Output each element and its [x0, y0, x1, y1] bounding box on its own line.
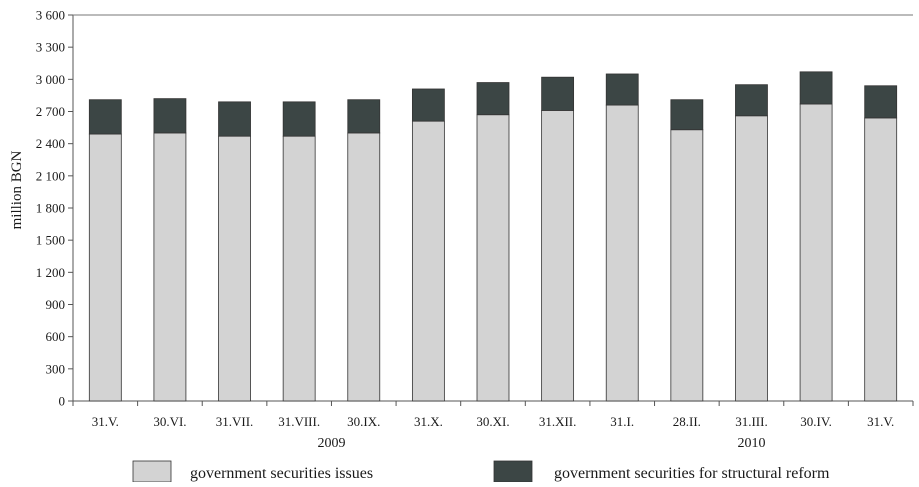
bar-securities-issues: [735, 115, 768, 402]
bar-securities-issues: [670, 129, 704, 402]
year-label: 2009: [317, 436, 345, 451]
x-tick-label: 30.VI.: [153, 414, 186, 429]
legend-label-securities-issues: government securities issues: [190, 465, 373, 482]
x-tick-label: 31.XII.: [539, 414, 577, 429]
y-tick-label: 1 800: [36, 201, 65, 216]
y-tick-label: 2 400: [36, 136, 65, 151]
x-tick-label: 30.XI.: [476, 414, 509, 429]
y-tick-label: 1 500: [36, 233, 65, 248]
bar-structural-reform: [88, 99, 122, 135]
bar-structural-reform: [347, 99, 381, 134]
bar-structural-reform: [476, 82, 510, 116]
y-ticks: 0 300 600 900 1 200 1 500 1 800 2 100 2 400 2 700…: [36, 8, 73, 409]
bar-structural-reform: [541, 76, 575, 111]
x-tick-label: 30.IX.: [347, 414, 380, 429]
bar-securities-issues: [347, 132, 381, 402]
x-tick-label: 31.V.: [867, 414, 894, 429]
y-tick-label: 3 000: [36, 72, 65, 87]
x-tick-label: 31.III.: [735, 414, 768, 429]
y-tick-label: 2 700: [36, 104, 65, 119]
bar-structural-reform: [799, 71, 833, 105]
bar-structural-reform: [153, 98, 187, 134]
bar-securities-issues: [218, 135, 251, 402]
x-tick-label: 31.X.: [414, 414, 443, 429]
y-tick-label: 3 300: [36, 40, 65, 55]
bar-structural-reform: [282, 101, 316, 137]
x-tick-label: 31.VII.: [216, 414, 254, 429]
year-labels: 2009 2010: [317, 436, 765, 451]
y-tick-label: 600: [46, 329, 66, 344]
y-tick-label: 300: [46, 361, 66, 376]
bar-securities-issues: [88, 133, 122, 402]
x-tick-label: 31.V.: [92, 414, 119, 429]
x-ticks: 31.V. 30.VI. 31.VII. 31.VIII. 30.IX. 31.X. 30.…: [72, 401, 914, 429]
legend: government securities issues government s…: [132, 460, 830, 483]
x-tick-label: 31.I.: [610, 414, 634, 429]
bar-securities-issues: [799, 103, 833, 402]
legend-swatch-structural-reform: [493, 460, 533, 483]
bar-securities-issues: [541, 110, 575, 402]
year-label: 2010: [737, 436, 765, 451]
y-tick-label: 1 200: [36, 265, 65, 280]
legend-label-structural-reform: government securities for structural ref…: [554, 465, 830, 482]
bar-securities-issues: [864, 117, 898, 402]
bar-structural-reform: [218, 101, 251, 137]
x-tick-label: 31.VIII.: [278, 414, 320, 429]
y-axis-title: million BGN: [9, 150, 25, 229]
y-tick-label: 2 100: [36, 168, 65, 183]
x-tick-label: 30.IV.: [800, 414, 832, 429]
bar-securities-issues: [605, 104, 639, 402]
x-tick-label: 28.II.: [673, 414, 701, 429]
y-tick-label: 3 600: [36, 8, 65, 23]
bar-securities-issues: [153, 132, 187, 402]
bar-structural-reform: [605, 73, 639, 106]
y-tick-label: 900: [46, 297, 66, 312]
bar-structural-reform: [864, 85, 898, 119]
bars: [88, 71, 898, 402]
bar-securities-issues: [476, 114, 510, 402]
bar-structural-reform: [735, 84, 768, 117]
bar-structural-reform: [411, 88, 445, 122]
bar-securities-issues: [411, 120, 445, 402]
bar-securities-issues: [282, 135, 316, 402]
bar-structural-reform: [670, 99, 704, 131]
legend-swatch-securities-issues: [132, 460, 172, 483]
y-tick-label: 0: [59, 394, 66, 409]
